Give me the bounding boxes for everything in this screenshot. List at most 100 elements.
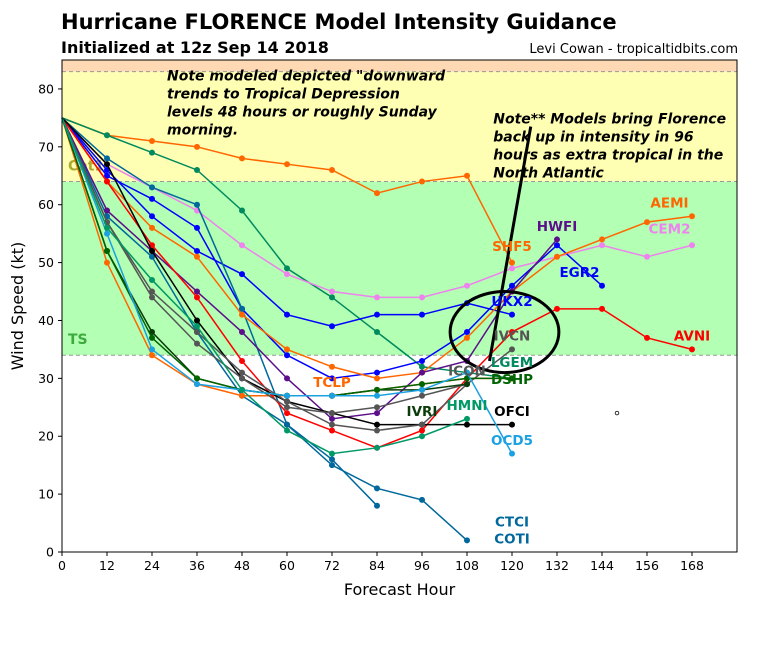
data-point (284, 346, 290, 353)
data-point (194, 329, 200, 336)
data-point (194, 248, 200, 255)
annotation-note-2-line: Note** Models bring Florence (493, 112, 726, 128)
x-tick-label: 96 (414, 558, 430, 573)
series-line (61, 117, 378, 507)
data-point (284, 352, 290, 359)
data-point (419, 369, 425, 376)
data-point (554, 236, 560, 243)
data-point (104, 161, 110, 168)
data-point (464, 369, 470, 376)
label-tclp: TCLP (313, 375, 351, 391)
label-hwfi: HWFI (537, 219, 577, 235)
data-point (284, 271, 290, 278)
data-point (194, 253, 200, 260)
data-point (149, 195, 155, 202)
data-point (644, 219, 650, 226)
data-point (419, 392, 425, 399)
y-tick-label: 30 (38, 371, 54, 386)
y-axis-label: Wind Speed (kt) (8, 242, 27, 371)
y-tick-label: 70 (38, 139, 54, 154)
data-point (149, 288, 155, 295)
data-point (239, 392, 245, 399)
series-ocd5 (61, 117, 515, 457)
data-point (329, 294, 335, 301)
data-point (509, 421, 515, 428)
data-point (239, 311, 245, 318)
data-point (104, 172, 110, 179)
label-ivcn: IVCN (494, 329, 531, 345)
x-tick-label: 36 (189, 558, 205, 573)
x-tick-label: 0 (58, 558, 66, 573)
label-ukx2: UKX2 (491, 294, 532, 310)
data-point (329, 323, 335, 330)
data-point (689, 213, 695, 220)
data-point (149, 213, 155, 220)
data-point (194, 317, 200, 324)
label-ivri: IVRI (407, 404, 438, 420)
annotation-note-1-line: trends to Tropical Depression (167, 86, 400, 102)
data-point (149, 276, 155, 283)
data-point (509, 282, 515, 289)
data-point (149, 352, 155, 359)
x-tick-label: 144 (590, 558, 614, 573)
data-point (194, 201, 200, 208)
x-tick-label: 84 (369, 558, 385, 573)
data-point (374, 294, 380, 301)
data-point (104, 132, 110, 139)
x-tick-label: 132 (545, 558, 569, 573)
data-point (239, 369, 245, 376)
data-point (194, 323, 200, 330)
data-point (599, 242, 605, 249)
label-ocd5: OCD5 (491, 433, 533, 449)
data-point (374, 369, 380, 376)
data-point (599, 305, 605, 312)
data-point (329, 392, 335, 399)
data-point (104, 207, 110, 214)
series-shf5 (61, 117, 515, 266)
data-point (374, 190, 380, 197)
data-point (239, 155, 245, 162)
label-cem2: CEM2 (649, 222, 691, 238)
data-point (329, 421, 335, 428)
y-tick-label: 0 (46, 545, 54, 560)
data-point (194, 340, 200, 347)
data-point (329, 450, 335, 457)
x-tick-label: 72 (324, 558, 340, 573)
band-label: TS (68, 332, 88, 348)
data-point (149, 224, 155, 231)
data-point (284, 398, 290, 405)
data-point (374, 311, 380, 318)
data-point (599, 236, 605, 243)
y-tick-label: 10 (38, 487, 54, 502)
data-point (329, 375, 335, 382)
x-tick-label: 168 (680, 558, 704, 573)
label-avni: AVNI (674, 329, 710, 345)
data-point (149, 294, 155, 301)
y-tick-label: 50 (38, 255, 54, 270)
data-point (374, 410, 380, 417)
data-point (464, 334, 470, 341)
annotations: Note modeled depicted "downward trends to… (167, 68, 726, 416)
annotation-note-1-line: Note modeled depicted "downward (167, 68, 446, 84)
data-point (329, 363, 335, 370)
data-point (239, 386, 245, 393)
series-line (61, 117, 468, 455)
stray-marker (614, 410, 620, 416)
data-point (284, 161, 290, 168)
data-point (374, 386, 380, 393)
label-dshp: DSHP (491, 372, 533, 388)
axes: 0 12 24 36 48 60 72 84 96 108 120 132 144 156 168 0 10 20… (38, 81, 704, 573)
data-point (194, 375, 200, 382)
data-point (194, 143, 200, 150)
data-point (419, 427, 425, 434)
data-point (554, 253, 560, 260)
data-point (509, 311, 515, 318)
data-point (104, 155, 110, 162)
x-tick-label: 24 (144, 558, 160, 573)
chart-credit: Levi Cowan - tropicaltidbits.com (529, 42, 738, 57)
data-point (284, 421, 290, 428)
data-point (104, 224, 110, 231)
data-point (104, 259, 110, 266)
